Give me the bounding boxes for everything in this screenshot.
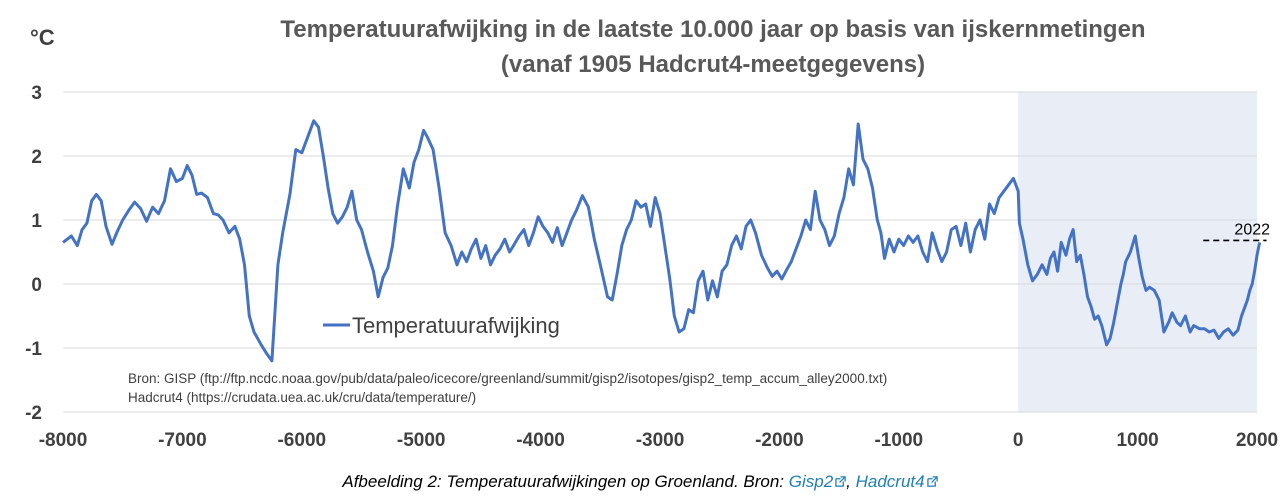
chart-title: Temperatuurafwijking in de laatste 10.00… — [280, 16, 1145, 43]
gisp2-link[interactable]: Gisp2 — [789, 472, 846, 491]
x-tick-label: -6000 — [277, 430, 326, 451]
x-tick-label: 0 — [1013, 430, 1024, 451]
y-tick-label: -1 — [25, 339, 42, 360]
legend-label: Temperatuurafwijking — [352, 313, 560, 338]
x-tick-label: -2000 — [755, 430, 804, 451]
x-tick-label: -5000 — [397, 430, 446, 451]
caption-text: Afbeelding 2: Temperatuurafwijkingen op … — [342, 472, 789, 491]
x-tick-label: -3000 — [636, 430, 685, 451]
x-tick-label: -1000 — [874, 430, 923, 451]
y-tick-label: 0 — [31, 275, 42, 296]
source-line-hadcrut4: Hadcrut4 (https://crudata.uea.ac.uk/cru/… — [128, 390, 476, 405]
x-tick-label: 2000 — [1236, 430, 1278, 451]
y-tick-label: 2 — [31, 147, 42, 168]
y-tick-label: 1 — [31, 211, 42, 232]
caption-separator: , — [846, 472, 856, 491]
hadcrut4-link[interactable]: Hadcrut4 — [856, 472, 938, 491]
x-tick-label: -4000 — [516, 430, 565, 451]
y-tick-label: 3 — [31, 83, 42, 104]
source-line-gisp: Bron: GISP (ftp://ftp.ncdc.noaa.gov/pub/… — [128, 371, 887, 386]
gisp2-link-label: Gisp2 — [788, 472, 834, 491]
reference-label-2022: 2022 — [1234, 221, 1270, 238]
hadcrut4-link-label: Hadcrut4 — [855, 472, 925, 491]
external-link-icon — [835, 476, 846, 487]
y-axis-unit: °C — [30, 25, 55, 50]
temperature-chart: 3 2 1 0 -1 -2 -8000 -7000 -6000 -5000 -4000 -3000 -… — [25, 16, 1278, 451]
y-tick-label: -2 — [25, 403, 42, 424]
x-tick-label: 1000 — [1116, 430, 1158, 451]
series-line-temperatuurafwijking — [62, 119, 1262, 363]
figure-caption: Afbeelding 2: Temperatuurafwijkingen op … — [0, 472, 1280, 492]
x-tick-label: -8000 — [39, 430, 88, 451]
chart-subtitle: (vanaf 1905 Hadcrut4-meetgegevens) — [501, 51, 925, 78]
external-link-icon — [926, 476, 938, 487]
x-tick-label: -7000 — [158, 430, 207, 451]
